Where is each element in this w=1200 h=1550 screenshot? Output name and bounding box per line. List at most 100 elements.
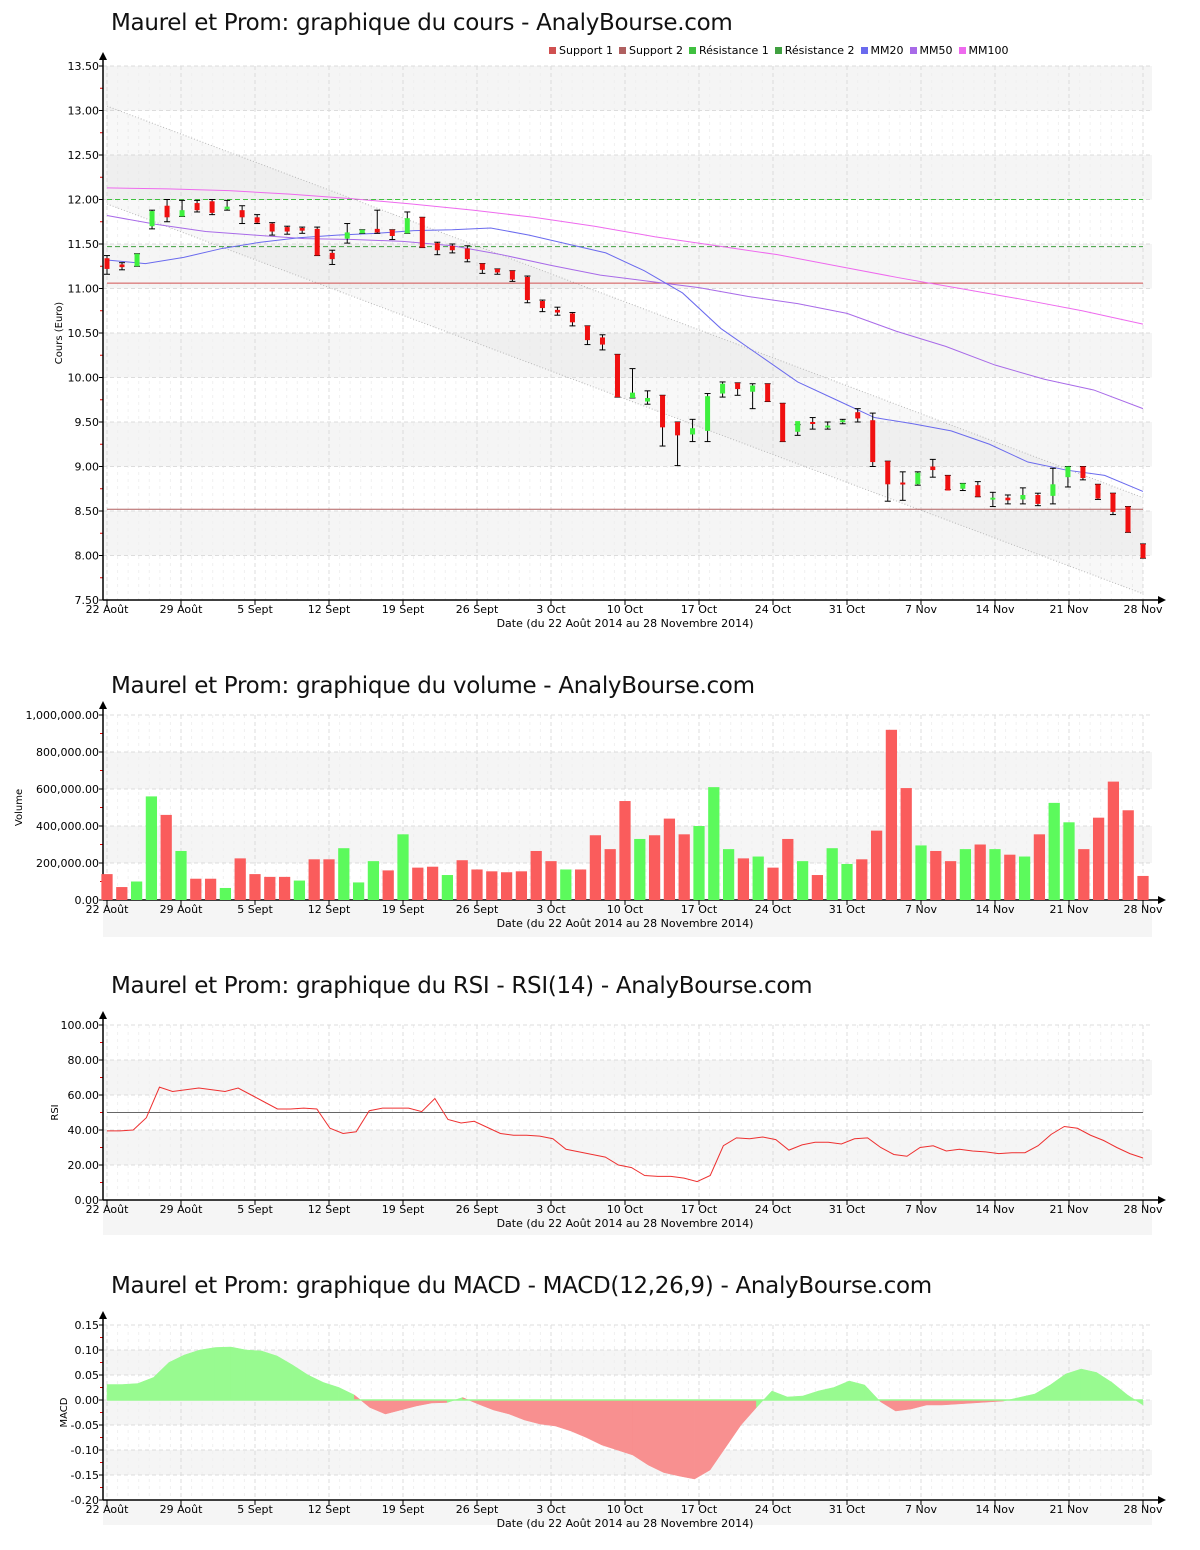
y-tick-label: 13.50 [68,60,100,73]
legend-swatch-icon [688,47,696,54]
candle [314,226,321,257]
x-tick-label: 17 Oct [681,1203,718,1216]
x-tick-label: 26 Sept [456,603,499,616]
x-axis-label: Date (du 22 Août 2014 au 28 Novembre 201… [497,1517,754,1530]
legend-swatch-icon [909,47,917,54]
macd-area [106,1384,123,1401]
x-tick-label: 5 Sept [237,1203,273,1216]
macd-area [555,1399,572,1432]
volume-bar [500,872,513,900]
macd-area [647,1399,664,1473]
y-tick-label: 13.00 [68,105,100,118]
volume-bar [915,845,927,900]
x-tick-label: 24 Oct [755,903,792,916]
macd-area [694,1399,711,1480]
volume-bar [560,869,572,900]
candle [449,243,456,254]
candle [644,390,651,405]
candle [224,199,231,211]
candle [974,481,981,498]
x-tick-label: 3 Oct [536,603,566,616]
legend-swatch-icon [860,47,868,54]
x-tick-label: 7 Nov [905,1203,937,1216]
x-tick-label: 24 Oct [755,603,792,616]
macd-area [323,1382,340,1401]
macd-area [1065,1368,1082,1401]
legend-label: Résistance 2 [784,44,855,57]
volume-bar [752,856,764,900]
y-tick-label: 0.00 [75,1394,100,1407]
candle [209,199,216,216]
volume-bar [515,871,528,900]
legend-item: Résistance 1 [688,44,769,57]
volume-bar [989,849,1001,900]
price-chart-title: Maurel et Prom: graphique du cours - Ana… [111,10,733,36]
macd-area [771,1390,788,1401]
candle [659,394,666,447]
macd-chart-title: Maurel et Prom: graphique du MACD - MACD… [111,1273,932,1299]
macd-area [678,1399,695,1480]
macd-area [338,1387,355,1401]
y-tick-label: 0.10 [75,1344,100,1357]
volume-bar [1078,849,1090,900]
x-tick-label: 19 Sept [382,603,425,616]
x-tick-label: 26 Sept [456,1203,499,1216]
rsi-line [107,1086,1144,1183]
candle [284,225,291,235]
legend-label: Support 1 [559,44,613,57]
legend-label: MM50 [919,44,953,57]
macd-area [601,1399,618,1451]
legend-swatch-icon [549,47,556,54]
candle [929,458,936,478]
volume-chart-title: Maurel et Prom: graphique du volume - An… [111,673,755,699]
volume-bar [382,870,394,900]
x-tick-label: 22 Août [86,1503,130,1516]
price-chart: 13.50 13.00 12.50 12.00 11.50 11.00 10.50 10.00… [54,52,1166,630]
x-tick-label: 26 Sept [456,1503,499,1516]
y-axis-label: Volume [14,789,25,826]
candle [344,223,351,244]
volume-bar [441,875,454,900]
macd-area [1049,1373,1066,1401]
volume-bar [175,850,187,900]
macd-area [1096,1372,1113,1401]
macd-area [214,1346,231,1401]
candle [539,299,546,313]
x-tick-label: 28 Nov [1124,903,1163,916]
macd-area [802,1390,819,1401]
volume-bar [412,867,424,900]
candle [1124,506,1131,533]
candle [719,381,726,398]
y-tick-label: 0.05 [75,1369,100,1382]
x-tick-label: 12 Sept [308,1503,351,1516]
candle [674,421,681,467]
volume-bar [190,878,202,900]
macd-area [864,1384,881,1403]
volume-bar [767,867,779,900]
candle [524,275,531,304]
candle [749,383,756,410]
x-axis-label: Date (du 22 Août 2014 au 28 Novembre 201… [497,1217,754,1230]
x-tick-label: 28 Nov [1124,1503,1163,1516]
volume-bar [352,882,365,900]
y-tick-label: 11.50 [68,238,100,251]
candle [779,402,786,443]
x-tick-label: 5 Sept [237,903,273,916]
y-tick-label: 8.00 [75,550,100,563]
volume-bar [930,850,942,900]
macd-area [818,1387,834,1401]
y-tick-label: 8.50 [75,505,100,518]
macd-area [617,1399,633,1456]
x-tick-label: 31 Oct [829,903,866,916]
volume-bar [796,861,809,900]
macd-area [307,1374,324,1401]
volume-bar [234,858,246,900]
y-tick-label: 0.00 [75,1194,100,1207]
x-tick-label: 24 Oct [755,1503,792,1516]
candle [794,421,801,436]
x-tick-label: 29 Août [160,1503,204,1516]
candle [1079,466,1086,481]
legend-item: MM50 [909,44,953,57]
volume-bar [308,859,320,900]
